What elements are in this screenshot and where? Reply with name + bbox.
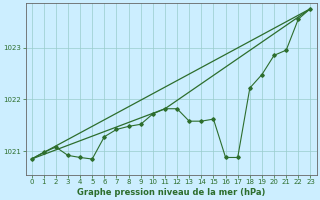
X-axis label: Graphe pression niveau de la mer (hPa): Graphe pression niveau de la mer (hPa) <box>77 188 265 197</box>
